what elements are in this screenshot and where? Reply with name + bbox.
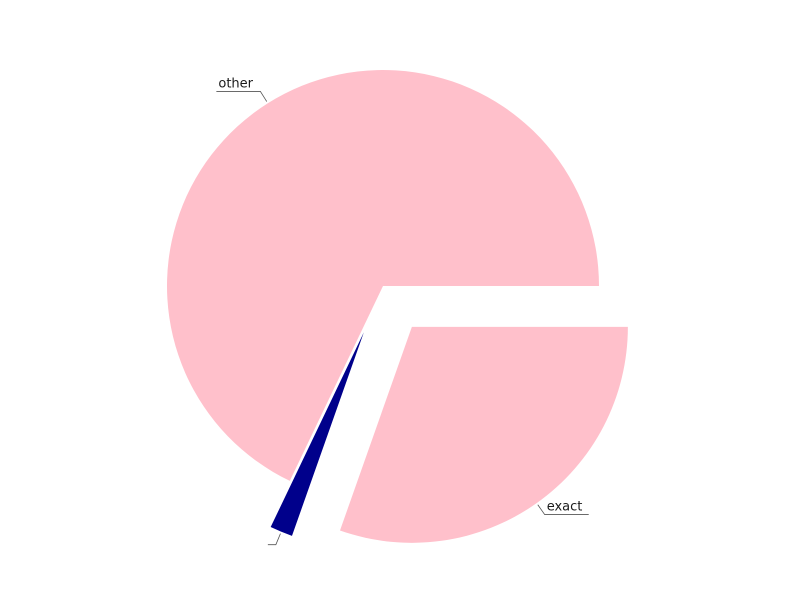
pie-slice-slice-1 xyxy=(270,332,364,536)
slice-label-exact: exact xyxy=(547,500,583,515)
pie-slice-other xyxy=(166,70,599,481)
pie-slices xyxy=(166,70,628,543)
leader-line-exact xyxy=(537,504,589,515)
pie-slice-exact xyxy=(339,326,628,543)
slice-label-other: other xyxy=(218,76,253,91)
pie-labels: exact other xyxy=(216,76,589,546)
leader-line-other xyxy=(216,91,268,102)
leader-line-slice-1 xyxy=(267,533,281,546)
